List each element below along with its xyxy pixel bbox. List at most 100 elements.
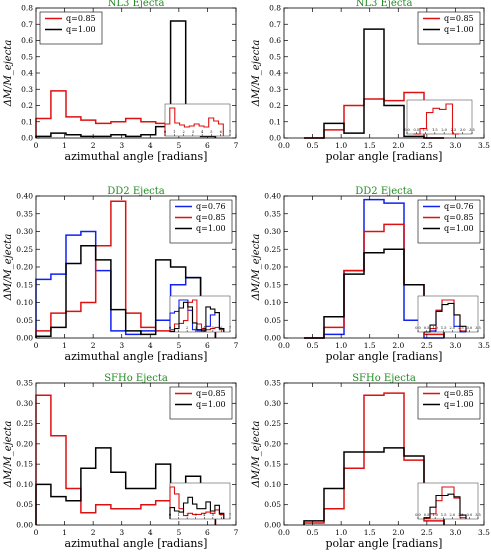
inset-series-line [423,493,467,519]
legend: q=0.85 q=1.00 [169,386,233,420]
inset-series-line [169,301,225,332]
inset-tick-label: 1 [177,326,179,330]
inset-tick-label: 3.0 [467,326,473,330]
y-tick-label: 0.15 [264,280,281,289]
inset-tick-label: 5 [212,326,214,330]
panel-title: NL3 Ejecta [356,0,413,9]
legend-box [169,386,233,420]
inset-tick-label: 0.0 [415,326,421,330]
y-axis-label: ΔM/M_ejecta [251,421,262,489]
y-tick-label: 0.25 [16,245,33,254]
x-axis-label: azimuthal angle [radians] [65,537,208,550]
y-axis-label: ΔM/M_ejecta [3,421,14,489]
x-tick-label: 3 [119,341,124,350]
inset-tick-label: 6 [220,130,222,134]
y-tick-label: 0.30 [264,227,281,236]
x-tick-label: 1 [62,341,67,350]
legend: q=0.85 q=1.00 [417,386,481,420]
x-tick-label: 0.5 [307,528,319,537]
y-tick-label: 0.10 [264,298,281,307]
x-tick-label: 3.0 [449,528,461,537]
y-tick-label: 0.05 [16,500,33,509]
x-tick-label: 3.5 [478,528,490,537]
y-tick-label: 0.35 [16,379,33,388]
inset-tick-label: 0.5 [413,128,419,132]
x-tick-label: 1 [62,528,67,537]
y-tick-label: 0.0 [21,134,33,143]
legend-box [417,11,481,45]
inset-tick-label: 3 [195,513,197,517]
inset-frame [417,482,479,520]
inset-series-line [424,302,467,333]
y-tick-label: 0.00 [16,334,33,343]
inset-tick-label: 7 [229,513,231,517]
legend-label: q=0.85 [444,213,474,222]
inset-tick-label: 4 [201,130,204,134]
y-tick-label: 0.10 [16,480,33,489]
x-tick-label: 1.0 [335,528,347,537]
y-tick-label: 0.40 [264,192,281,201]
x-tick-label: 2.5 [421,341,433,350]
x-tick-label: 2.0 [392,141,404,150]
inset-tick-label: 1 [173,130,175,134]
y-axis-label: ΔM/M_ejecta [251,40,262,108]
y-tick-label: 0.8 [21,4,33,13]
x-tick-label: 1.0 [335,141,347,150]
y-tick-label: 0.25 [264,245,281,254]
x-tick-label: 5 [176,341,181,350]
y-tick-label: 0.3 [21,85,33,94]
y-tick-label: 0.20 [264,439,281,448]
inset-series-line [413,103,459,135]
x-tick-label: 1 [62,141,67,150]
x-tick-label: 3.5 [478,141,490,150]
inset: 0.0 0.5 1.0 1.5 2.0 2.5 3.0 3.5 [404,99,475,135]
y-tick-label: 0.35 [264,379,281,388]
inset-tick-label: 3 [195,326,197,330]
y-tick-label: 0.4 [21,69,33,78]
inset-frame [406,99,473,135]
x-tick-label: 2 [91,341,96,350]
inset-series-line [169,496,225,519]
inset-tick-label: 2 [186,513,188,517]
legend-label: q=1.00 [444,25,474,34]
panel-title: DD2 Ejecta [107,186,165,197]
inset-tick-label: 1.5 [441,326,447,330]
inset: 0 1 2 3 4 5 6 7 [169,295,231,333]
inset-tick-label: 3.0 [460,128,466,132]
y-tick-label: 0.10 [16,298,33,307]
y-tick-label: 0.30 [264,399,281,408]
x-tick-label: 0.0 [278,528,290,537]
inset-tick-label: 6 [220,513,222,517]
inset-tick-label: 1.0 [432,326,438,330]
inset-tick-label: 0 [169,513,171,517]
y-tick-label: 0.7 [21,20,33,29]
y-tick-label: 0.1 [21,117,33,126]
inset-tick-label: 1.0 [432,513,438,517]
panel-title: SFHo Ejecta [104,373,168,384]
y-tick-label: 0.35 [16,209,33,218]
x-tick-label: 3 [119,141,124,150]
x-tick-label: 2.5 [421,141,433,150]
inset-tick-label: 2 [182,130,184,134]
legend-label: q=0.85 [66,14,96,23]
x-tick-label: 1.5 [364,528,376,537]
x-tick-label: 5 [176,141,181,150]
legend-label: q=1.00 [196,224,226,233]
x-tick-label: 6 [205,528,210,537]
inset-tick-label: 2.5 [458,326,464,330]
series-line-q-0-85 [304,91,444,139]
legend: q=0.76 q=0.85 q=1.00 [169,199,233,244]
x-tick-label: 2 [91,528,96,537]
inset-tick-label: 7 [229,326,231,330]
legend-label: q=1.00 [444,224,474,233]
legend-label: q=1.00 [196,400,226,409]
inset-tick-label: 1.5 [432,128,438,132]
y-tick-label: 0.7 [269,20,281,29]
y-tick-label: 0.00 [264,521,281,530]
legend: q=0.76 q=0.85 q=1.00 [417,199,481,244]
x-axis-label: polar angle [radians] [326,537,443,550]
legend-label: q=1.00 [66,25,96,34]
inset-tick-label: 4 [203,513,206,517]
y-tick-label: 0.5 [269,52,281,61]
